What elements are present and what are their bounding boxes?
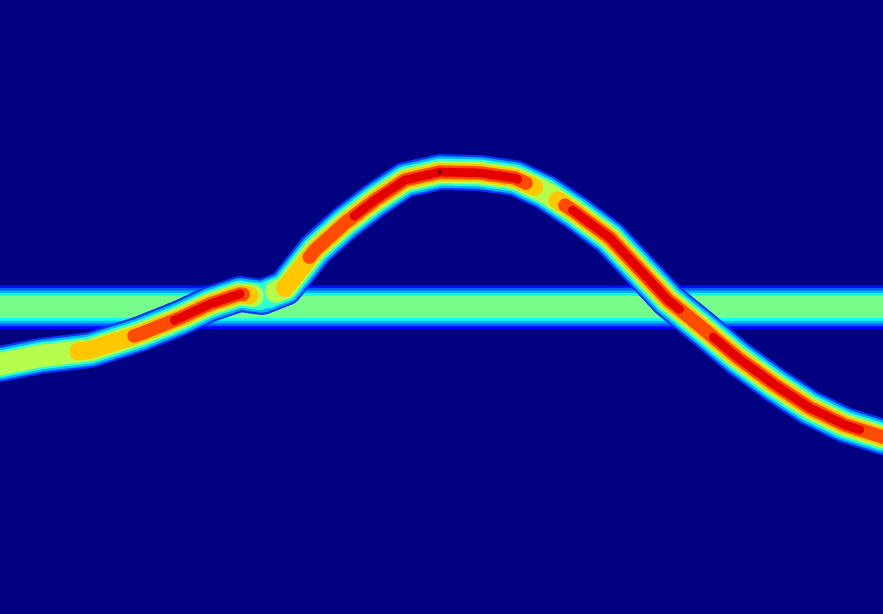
curved-track bbox=[0, 154, 883, 455]
track-point bbox=[519, 176, 533, 190]
track-layer-7 bbox=[437, 169, 443, 175]
track-point bbox=[674, 304, 684, 314]
track-layer-6 bbox=[169, 167, 865, 435]
track-point bbox=[235, 289, 245, 299]
track-point bbox=[513, 174, 523, 184]
track-point bbox=[876, 430, 883, 444]
band-layer-4 bbox=[0, 296, 883, 318]
track-point bbox=[437, 169, 443, 175]
track-point bbox=[855, 425, 865, 435]
